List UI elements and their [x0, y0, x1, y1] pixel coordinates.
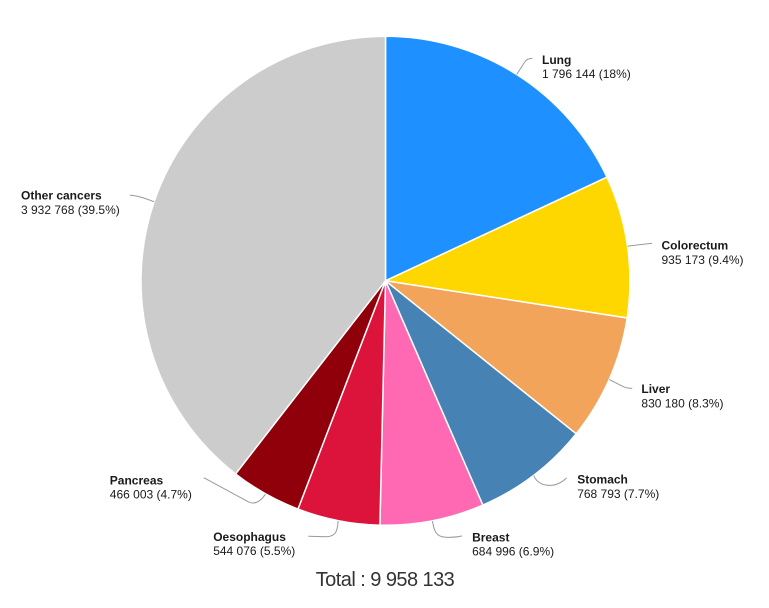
- svg-text:684 996 (6.9%): 684 996 (6.9%): [472, 545, 554, 559]
- svg-text:Breast: Breast: [472, 531, 509, 545]
- svg-text:466 003 (4.7%): 466 003 (4.7%): [110, 488, 192, 502]
- svg-text:768 793 (7.7%): 768 793 (7.7%): [577, 487, 659, 501]
- svg-text:3 932 768 (39.5%): 3 932 768 (39.5%): [21, 203, 120, 217]
- svg-text:830 180 (8.3%): 830 180 (8.3%): [641, 396, 723, 410]
- svg-text:Lung: Lung: [542, 53, 571, 67]
- svg-text:Liver: Liver: [641, 382, 670, 396]
- svg-text:Stomach: Stomach: [577, 473, 628, 487]
- svg-text:544 076 (5.5%): 544 076 (5.5%): [213, 544, 295, 558]
- svg-text:Pancreas: Pancreas: [110, 473, 164, 487]
- svg-text:Other cancers: Other cancers: [21, 189, 102, 203]
- svg-text:935 173 (9.4%): 935 173 (9.4%): [662, 253, 744, 267]
- svg-text:Total : 9 958 133: Total : 9 958 133: [316, 569, 455, 591]
- svg-text:1 796 144 (18%): 1 796 144 (18%): [542, 67, 631, 81]
- svg-text:Oesophagus: Oesophagus: [213, 530, 286, 544]
- svg-text:Colorectum: Colorectum: [662, 239, 729, 253]
